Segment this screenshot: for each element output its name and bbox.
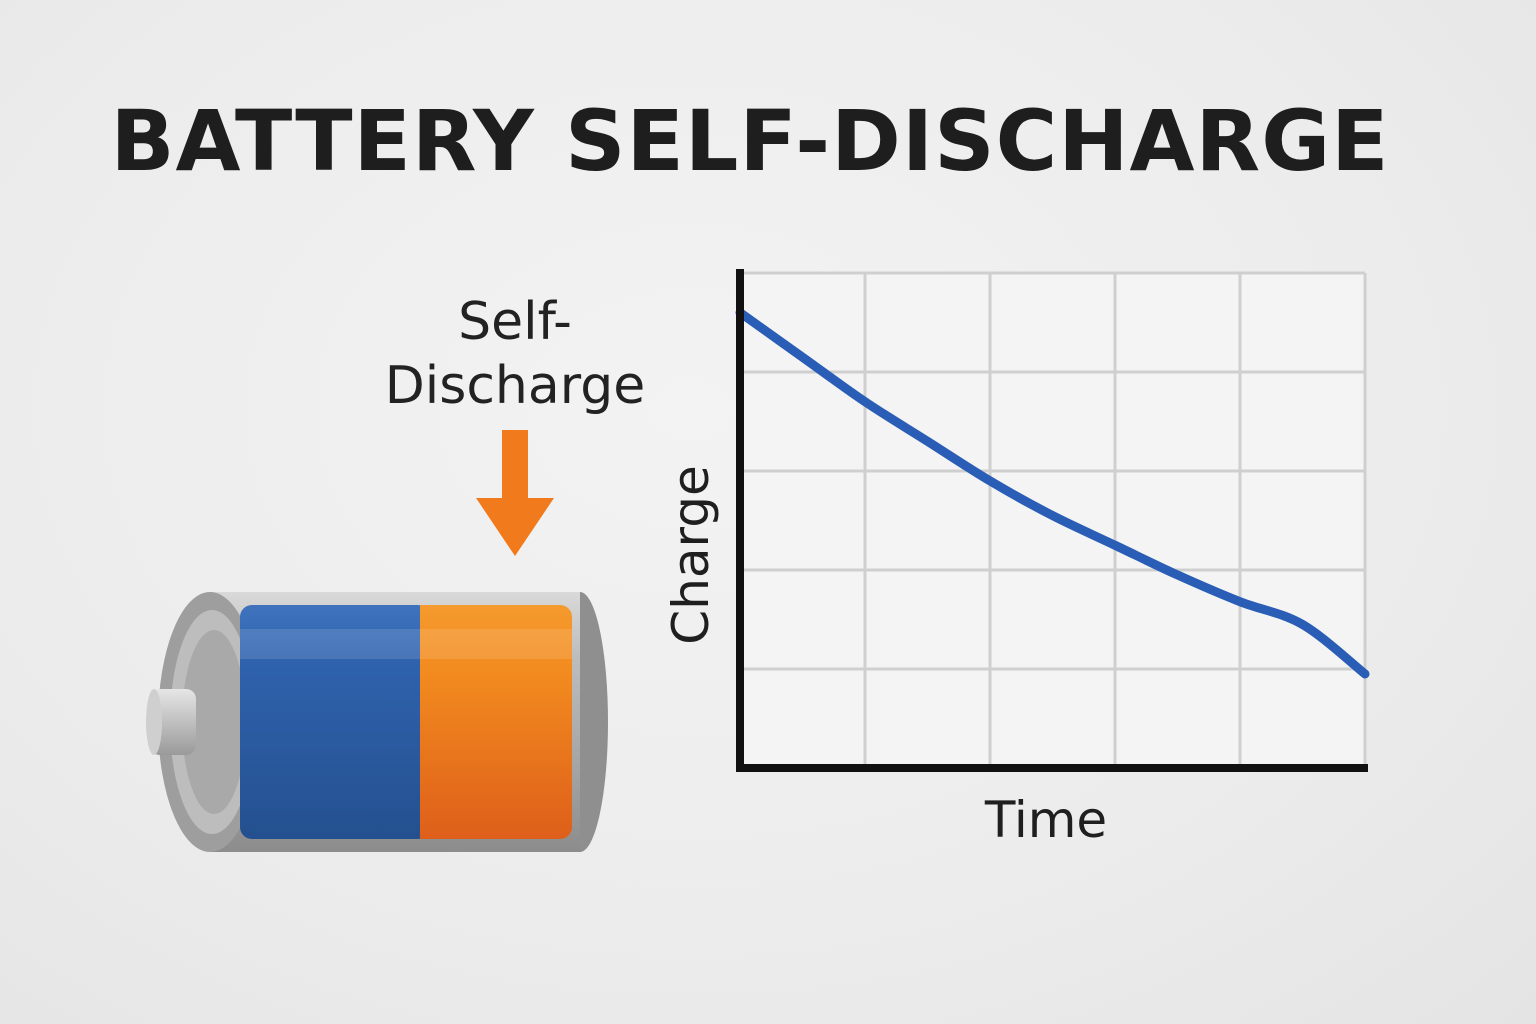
self-discharge-label-line2: Discharge bbox=[384, 356, 646, 416]
battery-charge-orange bbox=[420, 605, 572, 839]
y-axis-label: Charge bbox=[662, 465, 720, 644]
charge-curve bbox=[735, 308, 1370, 679]
x-axis-label: Time bbox=[984, 791, 1107, 849]
battery-terminal bbox=[150, 689, 196, 755]
charge-time-chart: Time Charge bbox=[662, 269, 1370, 849]
battery-charge-blue bbox=[240, 605, 430, 839]
self-discharge-label-line1: Self- bbox=[458, 292, 572, 352]
battery-icon bbox=[146, 592, 608, 852]
down-arrow-icon bbox=[476, 430, 554, 556]
arrow-head bbox=[476, 498, 554, 556]
page-title: BATTERY SELF-DISCHARGE bbox=[110, 92, 1390, 190]
battery-left-face-inner bbox=[182, 630, 246, 814]
arrow-shaft bbox=[502, 430, 528, 502]
self-discharge-label: Self- Discharge bbox=[355, 290, 675, 418]
